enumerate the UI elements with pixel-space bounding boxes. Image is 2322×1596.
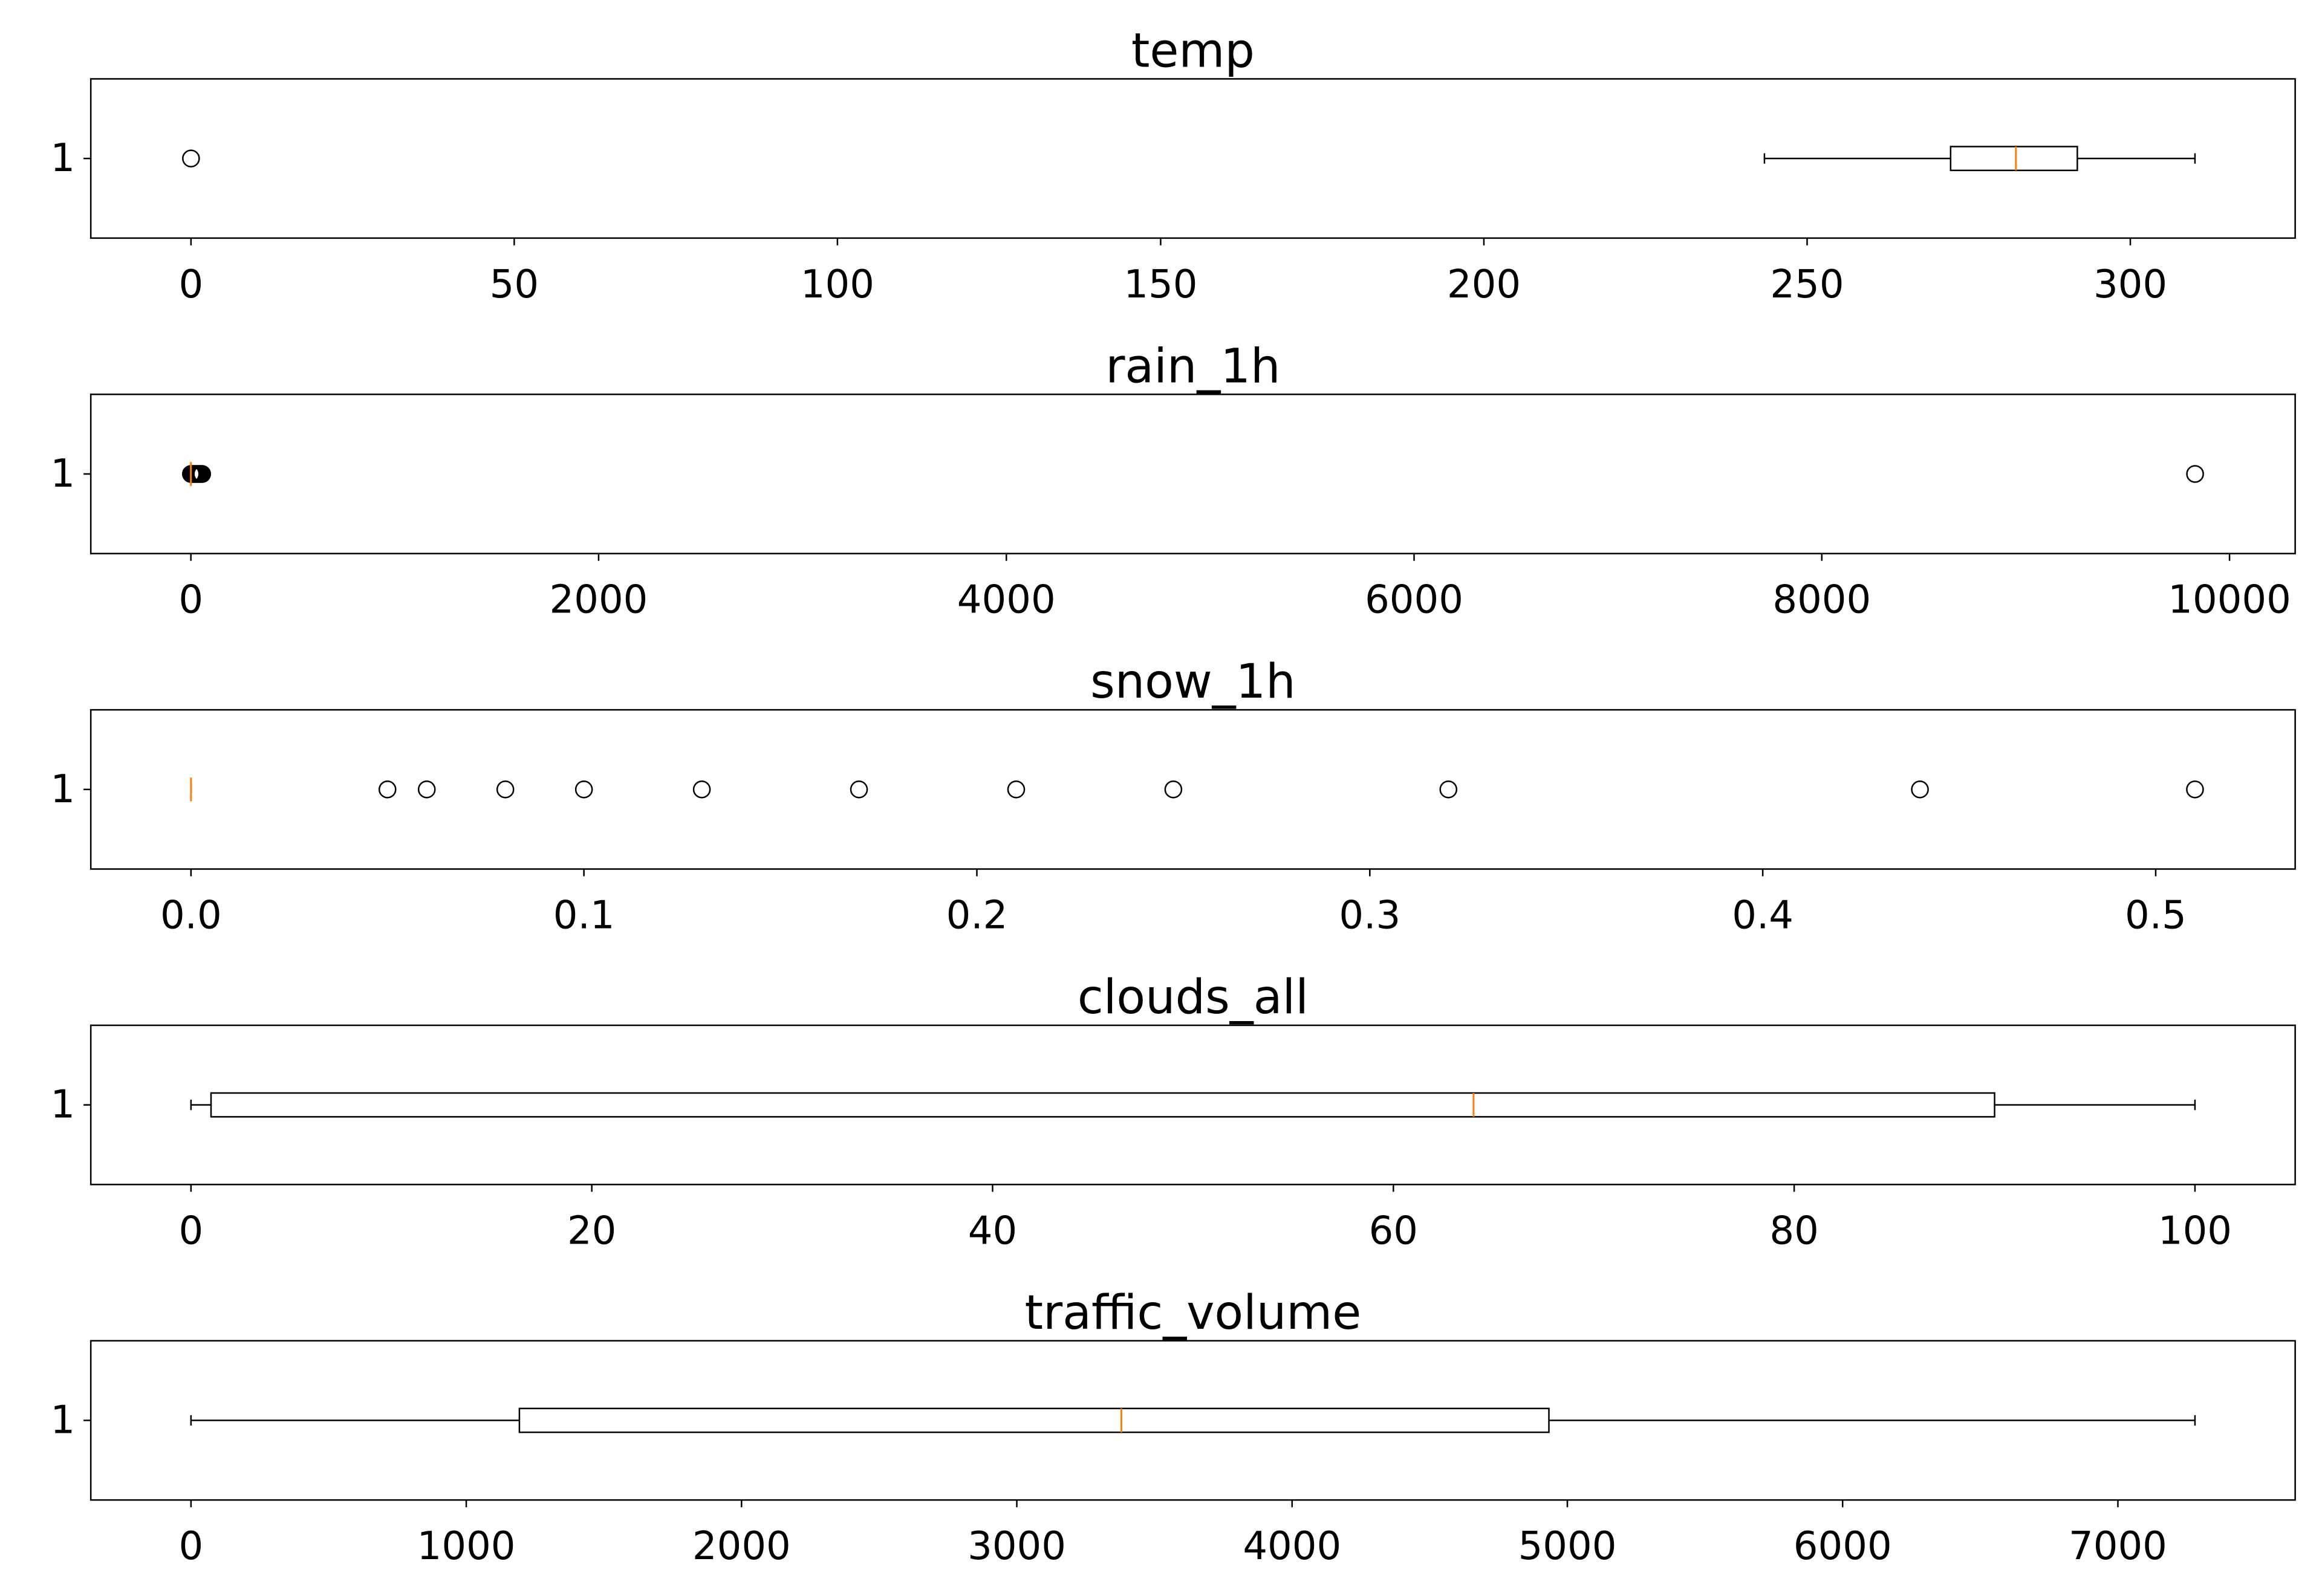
snow-1h-outlier-point: [574, 780, 593, 799]
snow-1h-xtick-label: 0.5: [2125, 894, 2187, 938]
temp-xtick-label: 50: [490, 262, 539, 307]
temp-xtick-label: 250: [1770, 262, 1844, 307]
snow-1h-outlier-point: [417, 780, 436, 799]
temp-title: temp: [1131, 24, 1255, 78]
clouds-all-title: clouds_all: [1078, 970, 1309, 1025]
traffic-volume-boxplot-panel: traffic_volume 1 0 1000 2000 3000 4000 5000 600…: [50, 1286, 2296, 1569]
traffic-volume-xtick-label: 7000: [2069, 1524, 2167, 1569]
snow-1h-outlier-point: [2186, 780, 2204, 799]
snow-1h-ytick-label: 1: [50, 767, 75, 812]
clouds-all-xtick-label: 100: [2158, 1208, 2232, 1253]
temp-iqr-box: [1950, 146, 2078, 172]
snow-1h-xtick-label: 0.2: [946, 894, 1008, 938]
snow-1h-boxplot-panel: snow_1h 1 0.0 0.1 0.2 0.3 0.4 0.5: [50, 655, 2296, 938]
temp-xtick-label: 300: [2093, 262, 2167, 307]
rain-1h-xtick-label: 2000: [550, 578, 648, 623]
temp-xtick-label: 150: [1124, 262, 1197, 307]
snow-1h-outlier-point: [692, 780, 711, 799]
temp-xtick-label: 0: [178, 262, 203, 307]
snow-1h-xtick-label: 0.4: [1732, 894, 1794, 938]
traffic-volume-title: traffic_volume: [1025, 1286, 1362, 1340]
clouds-all-xtick-label: 40: [968, 1208, 1017, 1253]
snow-1h-outlier-point: [850, 780, 868, 799]
traffic-volume-xtick-label: 5000: [1518, 1524, 1617, 1569]
clouds-all-xtick-label: 60: [1369, 1208, 1418, 1253]
rain-1h-outlier-point: [193, 465, 212, 483]
temp-boxplot-panel: temp 1 0 50 100 150 200 250 300: [50, 24, 2296, 307]
rain-1h-boxplot-panel: rain_1h 1 0 2000 4000 6000 8000 10000: [50, 339, 2296, 623]
snow-1h-outlier-point: [1439, 780, 1458, 799]
snow-1h-xtick-label: 0.0: [160, 894, 222, 938]
traffic-volume-ytick-label: 1: [50, 1398, 75, 1443]
snow-1h-outlier-point: [496, 780, 515, 799]
snow-1h-outlier-point: [378, 780, 397, 799]
clouds-all-iqr-box: [210, 1092, 1995, 1118]
snow-1h-xtick-label: 0.1: [553, 894, 615, 938]
rain-1h-xtick-label: 8000: [1772, 578, 1871, 623]
traffic-volume-xtick-label: 4000: [1243, 1524, 1341, 1569]
snow-1h-title: snow_1h: [1090, 655, 1296, 709]
clouds-all-boxplot-panel: clouds_all 1 0 20 40 60 80 100: [50, 970, 2296, 1253]
rain-1h-xtick-label: 10000: [2168, 578, 2291, 623]
temp-ytick-label: 1: [50, 136, 75, 181]
traffic-volume-xtick-label: 3000: [968, 1524, 1066, 1569]
clouds-all-xtick-label: 80: [1769, 1208, 1818, 1253]
snow-1h-outlier-point: [1007, 780, 1026, 799]
snow-1h-outlier-point: [1164, 780, 1183, 799]
traffic-volume-xtick-label: 6000: [1794, 1524, 1892, 1569]
temp-xtick-label: 100: [801, 262, 874, 307]
snow-1h-outlier-point: [1911, 780, 1929, 799]
rain-1h-outlier-point: [2186, 465, 2204, 483]
temp-outlier-point: [182, 149, 200, 167]
rain-1h-xtick-label: 6000: [1365, 578, 1463, 623]
clouds-all-xtick-label: 20: [567, 1208, 616, 1253]
temp-xtick-label: 200: [1447, 262, 1521, 307]
clouds-all-ytick-label: 1: [50, 1083, 75, 1127]
rain-1h-title: rain_1h: [1105, 339, 1280, 394]
snow-1h-xtick-label: 0.3: [1339, 894, 1400, 938]
traffic-volume-xtick-label: 0: [178, 1524, 203, 1569]
clouds-all-xtick-label: 0: [178, 1208, 203, 1253]
traffic-volume-iqr-box: [518, 1407, 1550, 1433]
traffic-volume-xtick-label: 1000: [417, 1524, 516, 1569]
rain-1h-xtick-label: 4000: [957, 578, 1056, 623]
rain-1h-xtick-label: 0: [178, 578, 203, 623]
rain-1h-ytick-label: 1: [50, 452, 75, 496]
traffic-volume-xtick-label: 2000: [692, 1524, 791, 1569]
